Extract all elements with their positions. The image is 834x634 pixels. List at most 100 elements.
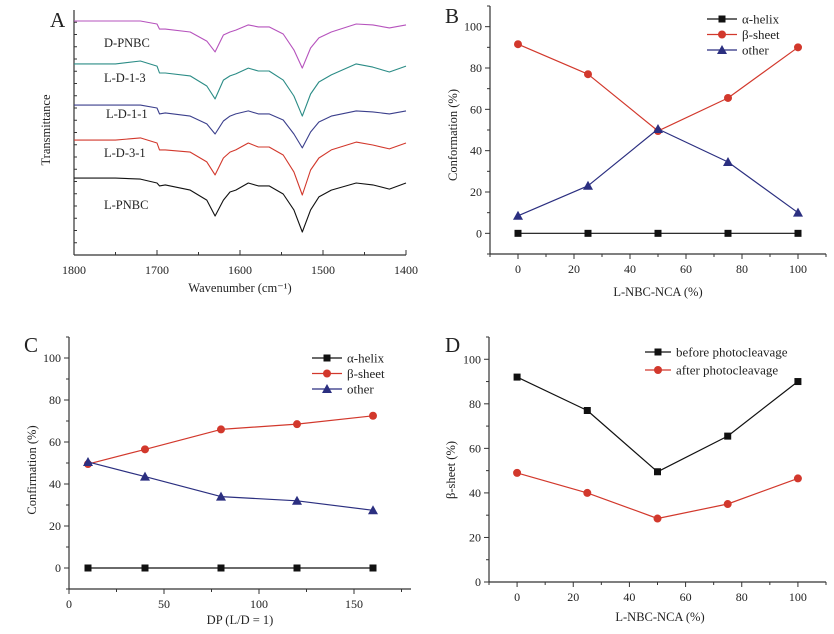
series-sheet-point	[794, 43, 802, 52]
series-label: L-PNBC	[104, 198, 148, 212]
legend-label: before photocleavage	[676, 345, 788, 360]
series-d-pnbc-line	[74, 20, 407, 69]
y-tick-label: 60	[470, 102, 482, 116]
legend-marker	[654, 348, 662, 356]
y-tick-label: 20	[469, 530, 481, 544]
series-helix-point	[369, 564, 377, 572]
series-other-line	[517, 128, 799, 217]
legend-marker	[718, 15, 726, 23]
series-sheet-point	[141, 445, 149, 454]
panel-c: 0 50 100 150 0 20 40 60 80 100 DP (L/D = 1) Confirm…	[24, 333, 411, 627]
series-other-point	[793, 207, 803, 217]
series-before-photocleavage-point	[583, 407, 591, 414]
x-axis-title: DP (L/D = 1)	[207, 613, 274, 627]
legend-marker	[322, 384, 332, 393]
series-before-photocleavage-point	[654, 468, 661, 476]
series-helix-point	[584, 229, 592, 237]
series-other-point	[513, 210, 523, 220]
x-tick-label: 1700	[145, 263, 169, 277]
series-helix-point	[217, 564, 225, 572]
y-tick-label: 0	[475, 575, 481, 589]
y-tick-label: 20	[49, 519, 61, 533]
series-other-point	[216, 491, 226, 501]
series-after-photocleavage-point	[583, 488, 592, 497]
series-other-point	[653, 123, 663, 133]
x-tick-label: 0	[515, 262, 521, 276]
series-sheet-point	[584, 70, 592, 79]
x-tick-label: 100	[789, 262, 807, 276]
x-tick-label: 80	[736, 590, 748, 604]
x-tick-label: 0	[514, 590, 520, 604]
y-tick-label: 0	[55, 561, 61, 575]
series-sheet-line	[87, 415, 374, 465]
panel-label: A	[50, 8, 66, 32]
y-axis-title: Confirmation (%)	[25, 425, 39, 514]
y-tick-label: 40	[470, 144, 482, 158]
series-sheet-point	[514, 40, 522, 49]
series-label: L-D-3-1	[104, 146, 146, 160]
y-axis-title: Transmittance	[39, 94, 53, 166]
series-before-photocleavage-point	[513, 373, 521, 381]
series-before-photocleavage-point	[724, 432, 732, 440]
x-tick-label: 1600	[228, 263, 252, 277]
series-helix-point	[293, 564, 301, 572]
legend-marker	[718, 30, 726, 39]
legend-marker	[323, 354, 331, 362]
panel-a: 1800 1700 1600 1500 1400 Wavenumber (cm⁻¹) Tra…	[39, 8, 418, 295]
series-sheet-point	[724, 93, 732, 102]
x-axis-title: L-NBC-NCA (%)	[615, 610, 704, 624]
series-after-photocleavage-line	[516, 472, 799, 520]
x-tick-label: 40	[623, 590, 635, 604]
series-other-point	[140, 471, 150, 481]
series-l-d-1-3-line	[74, 60, 407, 117]
series-other-point	[292, 495, 302, 505]
x-tick-label: 20	[568, 262, 580, 276]
series-after-photocleavage-point	[513, 468, 522, 477]
x-tick-label: 40	[624, 262, 636, 276]
x-tick-label: 100	[250, 597, 268, 611]
series-helix-point	[141, 564, 149, 572]
y-tick-label: 0	[476, 226, 482, 240]
legend-label: after photocleavage	[676, 363, 778, 378]
panel-label: D	[445, 333, 460, 357]
y-tick-label: 80	[469, 397, 481, 411]
y-tick-label: 40	[49, 477, 61, 491]
legend-label: β-sheet	[742, 27, 780, 42]
x-tick-label: 0	[66, 597, 72, 611]
series-other-point	[83, 456, 93, 466]
x-tick-label: 80	[736, 262, 748, 276]
panel-b: 0 20 40 60 80 100 0 20 40 60 80 100 L-NBC-NCA (%) Con…	[445, 4, 827, 299]
series-label: L-D-1-3	[104, 71, 146, 85]
series-after-photocleavage-point	[723, 500, 732, 509]
series-label: D-PNBC	[104, 36, 150, 50]
series-sheet-point	[217, 425, 225, 434]
y-tick-label: 80	[470, 61, 482, 75]
x-tick-label: 60	[680, 262, 692, 276]
x-tick-label: 50	[158, 597, 170, 611]
y-tick-label: 100	[464, 20, 482, 34]
legend-label: other	[347, 382, 374, 397]
legend-label: other	[742, 43, 769, 58]
series-before-photocleavage-line	[516, 376, 799, 473]
x-axis-title: L-NBC-NCA (%)	[613, 285, 702, 299]
series-after-photocleavage-point	[653, 514, 662, 523]
series-helix-point	[724, 229, 732, 237]
y-tick-label: 40	[469, 486, 481, 500]
y-tick-label: 80	[49, 393, 61, 407]
legend-label: α-helix	[347, 351, 385, 366]
x-tick-label: 60	[680, 590, 692, 604]
series-other-point	[583, 180, 593, 190]
series-after-photocleavage-point	[793, 474, 802, 483]
series-sheet-point	[293, 420, 301, 429]
x-tick-label: 1500	[311, 263, 335, 277]
y-tick-label: 60	[49, 435, 61, 449]
x-tick-label: 20	[567, 590, 579, 604]
series-helix-point	[84, 564, 92, 572]
series-other-line	[87, 461, 374, 511]
legend-label: α-helix	[742, 12, 780, 27]
y-tick-label: 100	[43, 351, 61, 365]
series-l-d-3-1-line	[74, 137, 407, 196]
series-other-point	[368, 505, 378, 515]
series-l-d-1-1-line	[74, 104, 407, 149]
